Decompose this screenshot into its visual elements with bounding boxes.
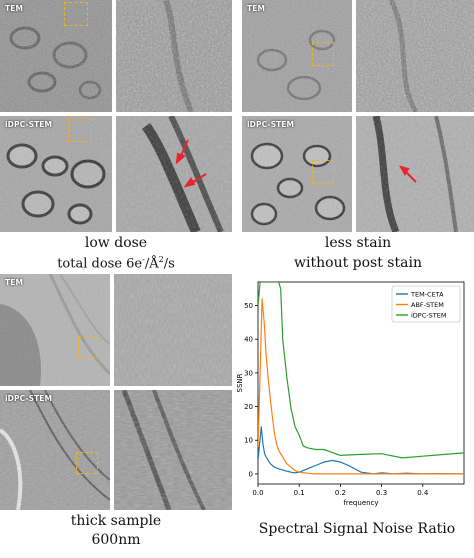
micrograph-image [356,0,474,112]
y-tick-label: 0 [249,470,253,478]
micrograph-image [242,116,352,232]
y-tick-label: 10 [244,437,253,445]
highlight-box [68,118,92,142]
dose-unit: /Å [144,256,159,272]
idpc-stem-label: iDPC-STEM [5,120,53,129]
post-stain-caption: without post stain [294,255,422,271]
arrow-icon [175,139,189,165]
highlight-box [312,160,334,184]
micrograph-image [114,390,232,510]
ssnr-chart-svg: 0.0 0.1 0.2 0.3 0.401020304050frequencySSNR … [236,281,465,507]
low-dose-tem-overview: TEM [0,0,112,112]
less-stain-panel: TEM iDPC-STEM [242,0,474,272]
legend-entry: TEM-CETA [410,290,444,298]
micrograph-image [0,0,112,112]
idpc-stem-label: iDPC-STEM [247,120,295,129]
tem-label: TEM [247,4,266,13]
x-axis-label: frequency [343,499,378,507]
thick-sample-tem-overview: TEM [0,274,110,386]
x-tick-label: 0.0 [252,489,263,497]
x-tick-label: 0.4 [417,489,429,497]
micrograph-image [242,0,352,112]
low-dose-panel: TEM iDPC-STEM [0,0,232,272]
chart-legend: TEM-CETA ABF-STEM iDPC-STEM [391,285,461,323]
thick-sample-panel: TEM iDPC-STEM thick sample 600nm [0,274,232,558]
y-tick-label: 40 [244,336,253,344]
dose-superscript: - [142,255,145,264]
low-dose-idpc-overview: iDPC-STEM [0,116,112,232]
micrograph-image [0,390,110,510]
ssnr-chart: 0.0 0.1 0.2 0.3 0.4 0 10 20 30 40 50 frequency SSNR … [236,274,474,508]
series-line-idpc-stem [258,282,464,459]
micrograph-image [0,274,110,386]
series-line-abf-stem [258,298,464,475]
x-tick-label: 0.1 [294,489,305,497]
y-axis-label: SSNR [236,373,244,392]
x-tick-label: 0.3 [376,489,387,497]
thick-sample-caption: thick sample [70,513,162,529]
x-tick-label: 0.2 [335,489,346,497]
dose-unit-end: /s [163,256,175,272]
chart-series [258,282,464,475]
micrograph-image [0,116,112,232]
less-stain-tem-zoom [356,0,474,112]
legend-box [391,285,461,323]
less-stain-idpc-zoom [356,116,474,232]
highlight-box [76,452,98,474]
thickness-caption: 600nm [91,532,141,548]
micrograph-image [356,116,474,232]
legend-entry: ABF-STEM [411,301,444,309]
chart-title: Spectral Signal Noise Ratio [258,521,456,537]
highlight-box [78,336,100,358]
thick-sample-idpc-overview: iDPC-STEM [0,390,110,510]
thick-sample-idpc-zoom [114,390,232,510]
y-tick-label: 30 [244,369,253,377]
micrograph-image [116,116,232,232]
highlight-box [64,2,88,26]
low-dose-caption: low dose [84,235,148,251]
low-dose-tem-zoom [116,0,232,112]
micrograph-image [116,0,232,112]
less-stain-caption: less stain [324,235,392,251]
total-dose-caption: total dose 6e-/Å2/s [0,255,232,272]
less-stain-tem-overview: TEM [242,0,352,112]
less-stain-idpc-overview: iDPC-STEM [242,116,352,232]
legend-entry: iDPC-STEM [411,311,446,319]
y-tick-label: 20 [244,403,253,411]
dose-value: total dose 6e [57,256,143,272]
thick-sample-tem-zoom [114,274,232,386]
arrow-icon [398,165,417,183]
micrograph-image [114,274,232,386]
tem-label: TEM [5,4,24,13]
arrow-icon [183,173,207,188]
highlight-box [312,42,334,66]
dose-unit-superscript: 2 [158,255,164,264]
low-dose-idpc-zoom [116,116,232,232]
tem-label: TEM [5,278,24,287]
y-tick-label: 50 [244,302,253,310]
idpc-stem-label: iDPC-STEM [5,394,53,403]
